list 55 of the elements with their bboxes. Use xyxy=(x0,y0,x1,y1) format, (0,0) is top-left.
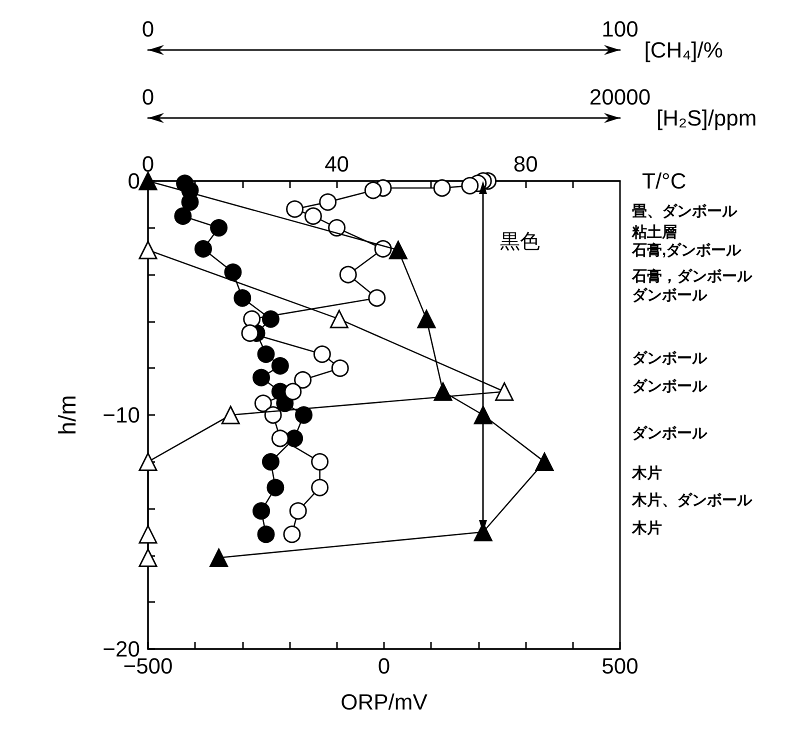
annotation: 黒色 xyxy=(500,231,540,253)
x-axis-title: ORP/mV xyxy=(340,690,428,714)
x2-axis-title: T/°C xyxy=(642,168,686,194)
point xyxy=(294,371,312,389)
point xyxy=(289,502,307,520)
y-tick-label: 0 xyxy=(128,168,140,194)
point xyxy=(328,219,346,237)
y-tick-label: −10 xyxy=(102,402,140,428)
text: 粘土層 xyxy=(632,224,677,241)
point xyxy=(221,406,240,424)
point xyxy=(311,453,329,471)
point xyxy=(339,266,357,284)
point xyxy=(271,430,289,448)
text: 石膏,ダンボール xyxy=(632,242,742,259)
text: ダンボール xyxy=(632,378,707,395)
point xyxy=(254,394,272,412)
x2-tick-label: 40 xyxy=(324,152,350,176)
point xyxy=(241,324,259,342)
point xyxy=(364,182,382,200)
point xyxy=(313,345,331,363)
point xyxy=(319,193,337,211)
text: 石膏，ダンボール xyxy=(632,268,752,285)
x2-tick-label: 100 xyxy=(602,16,638,42)
point xyxy=(495,382,514,401)
x2-axis-title: [CH₄]/% xyxy=(644,38,723,62)
x-tick-label: 0 xyxy=(378,654,390,678)
text: 木片、ダンボール xyxy=(632,492,752,509)
text: ダンボール xyxy=(632,425,707,442)
x2-tick-label: 80 xyxy=(513,152,538,176)
text: 木片 xyxy=(632,465,662,482)
y-axis-title: h/m xyxy=(54,394,82,436)
point xyxy=(138,240,158,260)
point xyxy=(286,200,304,218)
point xyxy=(304,207,322,225)
point xyxy=(138,525,158,544)
text: 木片 xyxy=(632,520,662,537)
point xyxy=(461,176,479,194)
point xyxy=(264,406,282,424)
point xyxy=(368,289,386,307)
point xyxy=(284,382,302,400)
text: ダンボール xyxy=(632,287,707,304)
x-axis-title: [H₂S]/ppm xyxy=(656,106,757,130)
x-tick-label: 20000 xyxy=(589,84,651,110)
point xyxy=(374,240,392,258)
point xyxy=(331,359,349,377)
x-tick-label: 500 xyxy=(602,654,638,678)
text: 畳、ダンボール xyxy=(632,203,737,220)
point xyxy=(138,548,158,567)
point xyxy=(330,310,348,328)
point xyxy=(283,526,301,544)
point xyxy=(243,310,261,328)
point xyxy=(311,478,329,496)
point xyxy=(138,452,158,472)
text: ダンボール xyxy=(632,350,707,367)
point xyxy=(433,179,451,197)
